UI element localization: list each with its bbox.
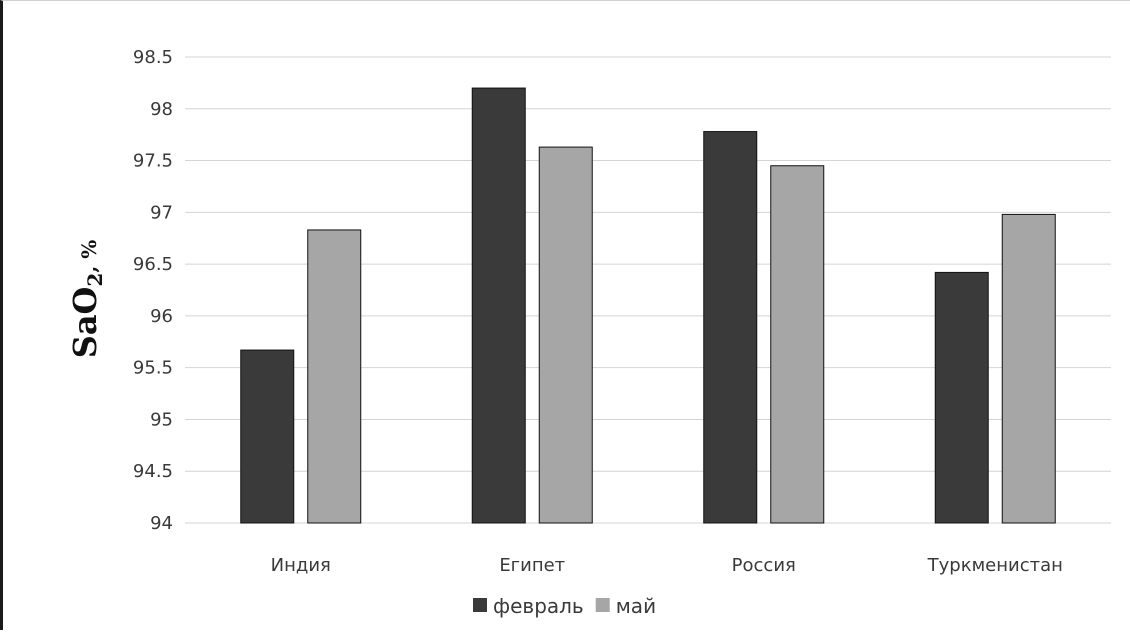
y-tick-label: 97.5	[133, 151, 173, 172]
x-category-label: Индия	[271, 555, 331, 576]
y-tick-label: 98	[150, 99, 173, 120]
bar-май-Туркменистан	[1001, 213, 1056, 524]
y-axis-label-main: SaO	[66, 287, 104, 359]
x-axis-categories: Индия Египет Россия Туркменистан	[271, 555, 1063, 576]
bar-май-Индия	[307, 229, 362, 524]
y-tick-label: 94	[150, 513, 173, 534]
y-axis-label-unit: , %	[77, 240, 101, 273]
bar-февраль-Египет	[471, 87, 526, 524]
legend-label: февраль	[493, 594, 584, 618]
bar-chart: 94 94.5 95 95.5 96 96.5 97 97.5 98 98.5 Индия Егип…	[66, 47, 1111, 618]
y-tick-label: 96	[150, 306, 173, 327]
y-axis-label-subscript: 2	[83, 273, 107, 287]
y-axis-label: SaO2, %	[66, 240, 107, 359]
y-tick-label: 94.5	[133, 461, 173, 482]
bar-февраль-Россия	[703, 131, 758, 524]
legend-swatch-май	[595, 598, 610, 612]
bars	[240, 87, 1056, 524]
x-category-label: Египет	[499, 555, 565, 576]
bar-май-Россия	[770, 165, 825, 524]
y-tick-label: 98.5	[133, 47, 173, 68]
y-tick-label: 95	[150, 409, 173, 430]
y-tick-label: 97	[150, 202, 173, 223]
y-tick-label: 95.5	[133, 358, 173, 379]
y-tick-label: 96.5	[133, 254, 173, 275]
x-category-label: Россия	[732, 555, 796, 576]
legend: февраль май	[473, 594, 656, 618]
bar-февраль-Туркменистан	[934, 271, 989, 524]
y-axis-ticks: 94 94.5 95 95.5 96 96.5 97 97.5 98 98.5	[133, 47, 173, 534]
legend-swatch-февраль	[473, 598, 487, 612]
bar-май-Египет	[538, 146, 593, 524]
bar-февраль-Индия	[240, 349, 295, 524]
x-category-label: Туркменистан	[927, 555, 1063, 576]
legend-label: май	[616, 594, 656, 618]
